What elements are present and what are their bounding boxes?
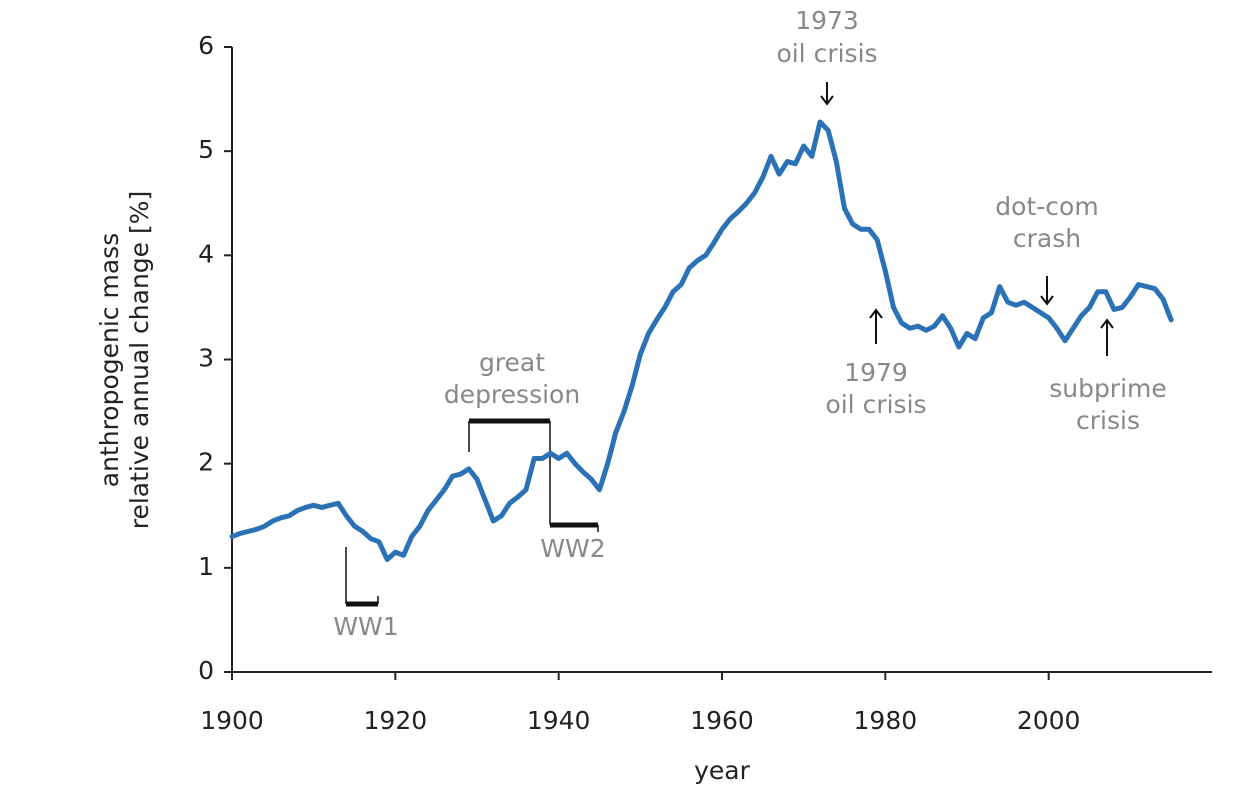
arrow — [820, 82, 834, 106]
x-tick-label: 1900 — [200, 706, 264, 735]
annotation: crash — [1013, 224, 1081, 253]
arrow — [1100, 318, 1114, 356]
y-axis-label: relative annual change [%] — [125, 191, 154, 530]
annotation: great — [479, 348, 545, 377]
data-line — [229, 119, 1174, 562]
y-tick-label: 4 — [198, 239, 214, 268]
x-tick-label: 2000 — [1017, 706, 1081, 735]
bracket — [345, 421, 599, 604]
x-tick-label: 1980 — [854, 706, 918, 735]
annotation: WW2 — [540, 534, 605, 563]
bracket — [346, 418, 598, 607]
x-tick-label: 1940 — [527, 706, 591, 735]
annotation: subprime — [1049, 374, 1167, 403]
annotation: dot-com — [995, 192, 1098, 221]
annotation: WW1 — [333, 612, 398, 641]
annotation: 1979 — [844, 358, 908, 387]
y-tick-label: 0 — [198, 656, 214, 685]
x-tick-label: 1960 — [690, 706, 754, 735]
y-axis-label: anthropogenic mass — [95, 233, 124, 487]
x-axis-label: year — [694, 756, 750, 785]
y-tick-label: 1 — [198, 552, 214, 581]
y-tick-label: 2 — [198, 448, 214, 477]
annotation: oil crisis — [776, 39, 877, 68]
arrow — [1040, 276, 1054, 306]
y-tick-label: 6 — [198, 31, 214, 60]
annotation: crisis — [1076, 406, 1140, 435]
arrow — [869, 308, 883, 344]
annotation: depression — [444, 380, 580, 409]
y-tick-label: 3 — [198, 344, 214, 373]
annotation: oil crisis — [825, 390, 926, 419]
x-tick-label: 1920 — [364, 706, 428, 735]
y-tick-label: 5 — [198, 135, 214, 164]
annotation: 1973 — [795, 6, 859, 35]
